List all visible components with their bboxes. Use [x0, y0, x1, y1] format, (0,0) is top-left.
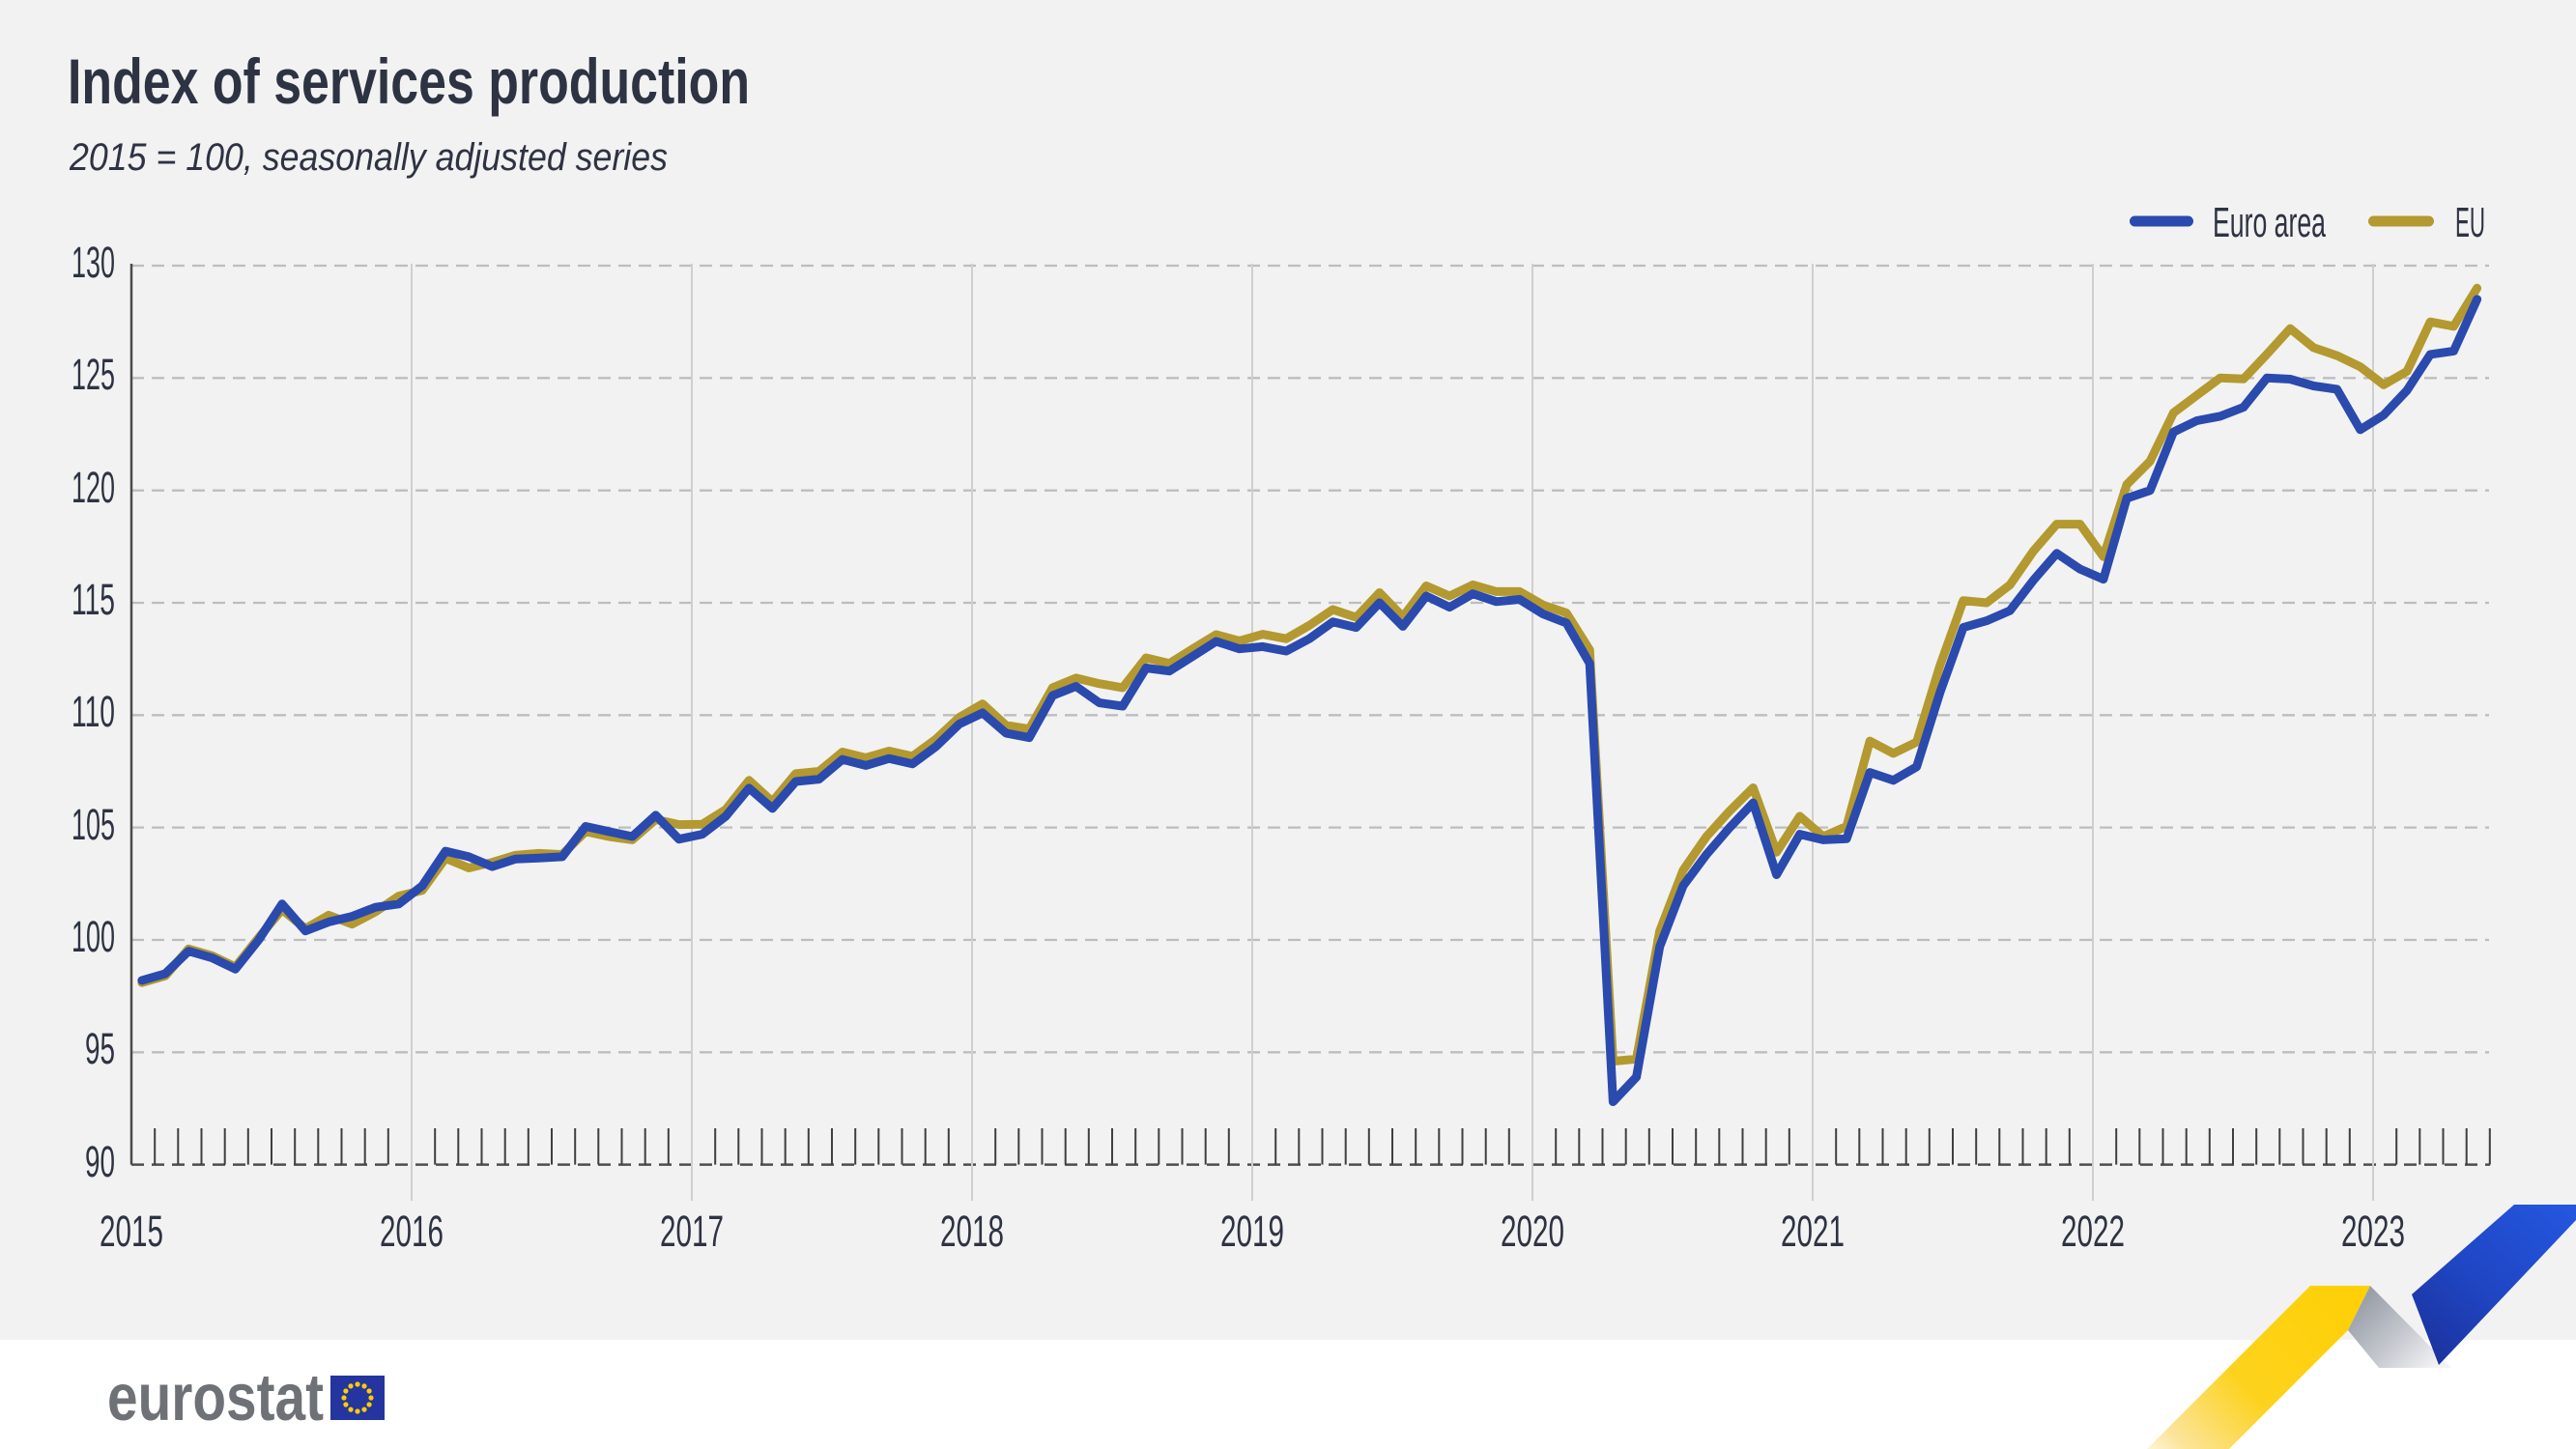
svg-text:2016: 2016: [380, 1207, 444, 1256]
svg-text:130: 130: [72, 238, 115, 287]
svg-text:2018: 2018: [940, 1207, 1004, 1256]
svg-text:120: 120: [72, 463, 115, 512]
svg-text:eurostat: eurostat: [107, 1360, 324, 1435]
svg-text:2022: 2022: [2061, 1207, 2125, 1256]
svg-text:2017: 2017: [660, 1207, 724, 1256]
svg-text:2021: 2021: [1781, 1207, 1845, 1256]
svg-text:2019: 2019: [1220, 1207, 1284, 1256]
svg-text:EU: EU: [2455, 199, 2485, 246]
svg-text:115: 115: [72, 575, 115, 624]
svg-text:90: 90: [85, 1137, 115, 1186]
svg-text:2015: 2015: [100, 1207, 163, 1256]
svg-text:2020: 2020: [1501, 1207, 1564, 1256]
svg-text:2015 = 100, seasonally adjuste: 2015 = 100, seasonally adjusted series: [69, 136, 668, 179]
svg-text:Index of services production: Index of services production: [68, 45, 750, 117]
svg-text:110: 110: [72, 687, 115, 736]
svg-text:125: 125: [72, 350, 115, 399]
svg-text:100: 100: [72, 912, 115, 961]
svg-text:105: 105: [72, 800, 115, 849]
svg-text:Euro area: Euro area: [2213, 199, 2326, 246]
svg-text:2023: 2023: [2341, 1207, 2405, 1256]
svg-text:95: 95: [85, 1024, 115, 1073]
